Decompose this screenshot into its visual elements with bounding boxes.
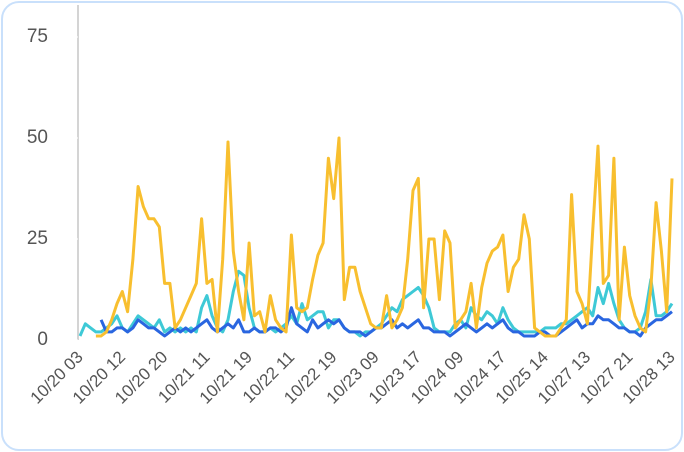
series-line <box>95 136 674 338</box>
y-tick-label: 0 <box>37 329 48 350</box>
y-tick-label: 50 <box>27 127 48 148</box>
y-tick-label: 25 <box>27 228 48 249</box>
y-tick-label: 75 <box>27 26 48 47</box>
series-line <box>99 306 673 338</box>
